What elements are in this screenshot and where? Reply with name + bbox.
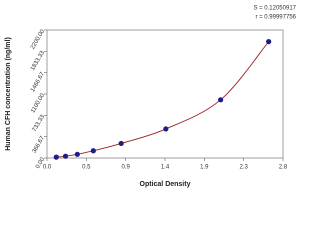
- x-tick-label: 1.4: [161, 165, 170, 171]
- data-point: [53, 154, 59, 160]
- y-tick-label: 1466.67: [30, 71, 46, 93]
- y-tick-label: 1833.33: [30, 50, 46, 72]
- x-tick-label: 0.5: [82, 165, 91, 171]
- x-tick-label: 1.9: [200, 165, 209, 171]
- y-tick-label: 733.33: [32, 114, 47, 133]
- y-tick-label: 0.00: [35, 156, 46, 170]
- y-tick-label: 2200.00: [30, 28, 46, 50]
- fit-curve: [56, 41, 270, 158]
- x-tick-label: 2.3: [239, 165, 248, 171]
- data-point: [62, 153, 69, 159]
- y-axis-title: Human CFH concentration (ng/ml): [5, 37, 12, 151]
- plot-frame: [46, 29, 284, 159]
- y-tick-label: 1100.00: [30, 92, 46, 114]
- data-point: [163, 126, 169, 132]
- x-tick-label: 2.8: [279, 165, 288, 171]
- data-point: [74, 151, 80, 157]
- x-tick-label: 0.9: [121, 165, 130, 171]
- y-tick-label: 366.67: [32, 135, 47, 154]
- data-point: [218, 97, 224, 103]
- data-point: [118, 140, 124, 147]
- chart: S = 0.12050917 r = 0.99997756 Optical De…: [5, 6, 297, 188]
- x-tick-label: 0.0: [43, 165, 52, 171]
- annotation: S = 0.12050917: [253, 6, 296, 12]
- data-point: [90, 148, 96, 154]
- x-axis-title: Optical Density: [140, 181, 191, 188]
- annotation: r = 0.99997756: [255, 15, 296, 21]
- data-point: [266, 39, 272, 45]
